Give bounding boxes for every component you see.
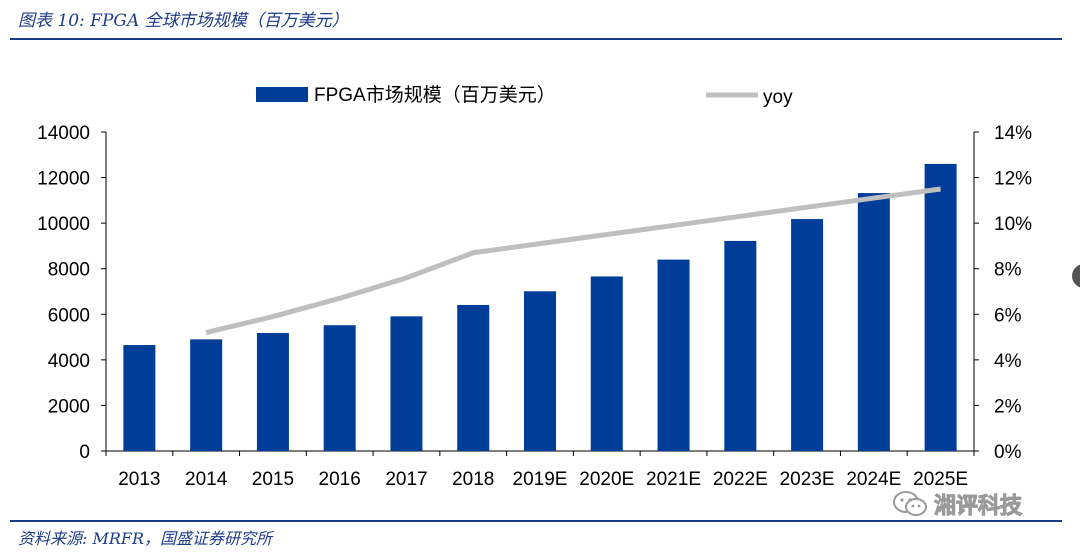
edge-circle — [1072, 264, 1080, 288]
bar-2014 — [190, 339, 223, 451]
y-right-tick-label: 14% — [994, 123, 1032, 144]
yoy-line — [205, 186, 941, 335]
x-tick-label: 2020E — [579, 469, 634, 490]
x-tick-label: 2018 — [452, 469, 494, 490]
y-right-tick-label: 10% — [994, 214, 1032, 235]
bar-2021E — [657, 259, 690, 451]
x-tick-label: 2024E — [846, 469, 901, 490]
y-left-tick-label: 2000 — [48, 396, 90, 417]
bar-2022E — [724, 240, 757, 451]
bar-2017 — [390, 316, 423, 451]
bar-2020E — [590, 276, 623, 451]
x-tick-label: 2017 — [385, 469, 427, 490]
y-right-tick-label: 8% — [994, 260, 1022, 281]
legend-line-label: yoy — [763, 87, 793, 108]
y-left-tick-label: 8000 — [48, 260, 90, 281]
y-left-tick-label: 12000 — [37, 169, 90, 190]
bar-2023E — [791, 219, 824, 451]
x-tick-label: 2022E — [713, 469, 768, 490]
x-tick-label: 2021E — [646, 469, 701, 490]
x-tick-label: 2015 — [252, 469, 294, 490]
watermark: 湘评科技 — [892, 488, 1023, 520]
y-right-tick-label: 2% — [994, 396, 1022, 417]
x-tick-label: 2013 — [118, 469, 160, 490]
x-tick-label: 2023E — [780, 469, 835, 490]
x-tick-label: 2016 — [319, 469, 361, 490]
y-right-tick-label: 4% — [994, 351, 1022, 372]
x-tick-labels: 2013 2014 2015 2016 2017 2018 2019E 2020E 2021E 2… — [118, 469, 968, 490]
bar-2024E — [857, 193, 890, 451]
y-right-tick-labels: 0% 2% 4% 6% 8% 10% 12% 14% — [994, 123, 1032, 463]
watermark-text: 湘评科技 — [933, 494, 1023, 520]
y-left-tick-label: 0 — [79, 442, 90, 463]
figure-title: 图表 10: FPGA 全球市场规模（百万美元） — [18, 11, 349, 31]
bar-2016 — [323, 325, 356, 451]
legend-bar-swatch — [256, 87, 308, 102]
y-right-tick-label: 12% — [994, 169, 1032, 190]
y-left-tick-labels: 0 2000 4000 6000 8000 10000 12000 14000 — [37, 123, 90, 463]
wechat-icon — [893, 491, 927, 516]
yoy-series — [205, 186, 941, 335]
bar-2025E — [924, 163, 957, 451]
source-rule — [10, 520, 1062, 522]
y-right-tick-label: 0% — [994, 442, 1022, 463]
title-rule — [10, 38, 1062, 40]
source-note: 资料来源: MRFR，国盛证券研究所 — [18, 529, 273, 548]
y-left-tick-label: 10000 — [37, 214, 90, 235]
x-tick-label: 2019E — [513, 469, 568, 490]
x-tick-label: 2014 — [185, 469, 228, 490]
legend-bar-label: FPGA市场规模（百万美元） — [314, 84, 556, 106]
y-left-tick-label: 4000 — [48, 351, 90, 372]
y-right-tick-label: 6% — [994, 305, 1022, 326]
bar-series — [123, 163, 957, 451]
bar-2015 — [256, 332, 289, 451]
bar-2013 — [123, 345, 156, 451]
legend: FPGA市场规模（百万美元） yoy — [256, 84, 793, 108]
bar-2019E — [524, 291, 556, 451]
y-left-tick-label: 14000 — [37, 123, 90, 144]
y-left-tick-label: 6000 — [48, 305, 90, 326]
x-tick-label: 2025E — [913, 469, 968, 490]
bar-2018 — [457, 304, 490, 451]
